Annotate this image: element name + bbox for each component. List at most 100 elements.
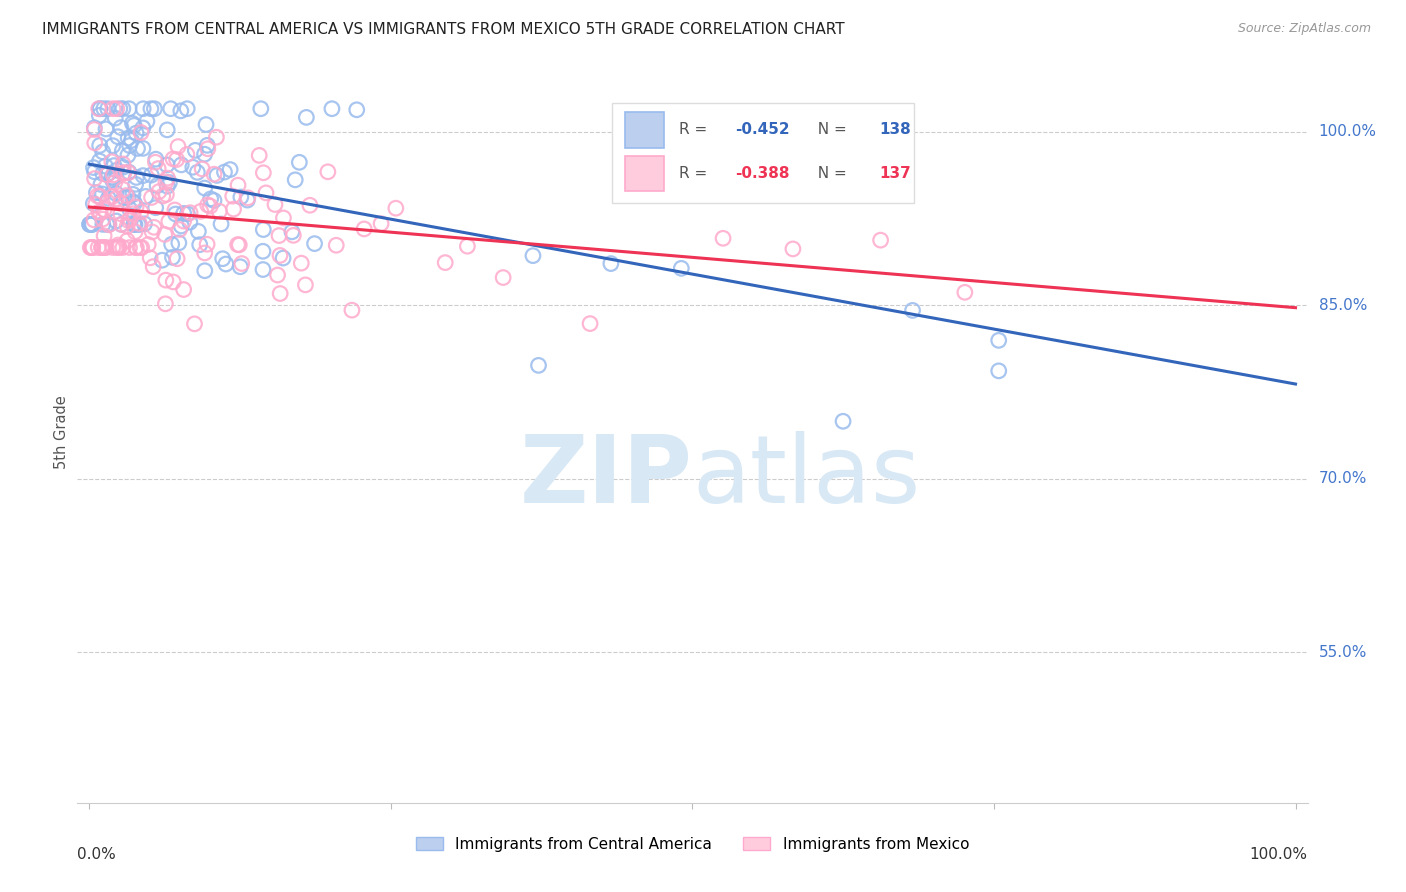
Point [87,205,110,219]
Point [267,228,290,243]
Point [124,218,146,232]
Point [97,218,120,232]
Point [82,218,104,232]
Point [176,102,198,116]
Point [111,157,134,171]
Point [782,242,804,256]
Point [96,194,118,209]
Point [112,190,135,204]
Point [170,103,193,118]
Point [141,168,163,182]
Point [283,228,305,243]
Point [90,178,112,192]
Point [134,217,156,231]
Point [129,204,152,219]
Point [346,103,368,117]
Point [197,198,219,212]
Point [80,218,103,232]
Text: 100.0%: 100.0% [1319,124,1376,139]
Point [170,158,193,172]
Point [93,202,115,217]
Point [160,237,183,252]
Point [91,240,114,254]
Point [136,114,159,128]
Point [128,218,150,232]
Point [156,179,179,194]
Point [166,153,188,167]
Point [273,211,295,225]
Point [105,163,128,178]
Point [219,162,242,177]
Point [226,237,249,252]
Point [236,193,259,207]
Point [79,218,101,232]
Text: 138: 138 [880,122,911,137]
Point [101,173,124,187]
Point [188,237,211,252]
Point [252,166,274,180]
Point [135,189,157,203]
Point [522,249,544,263]
Point [266,268,288,282]
Point [103,168,125,182]
Point [89,138,111,153]
Point [150,253,173,268]
Point [86,186,108,200]
Point [107,240,129,254]
Point [236,191,259,205]
Point [987,334,1010,348]
Point [110,218,132,232]
Point [155,175,177,189]
Point [82,196,104,211]
Point [89,102,111,116]
Point [167,139,190,153]
Point [111,144,134,158]
Point [111,102,134,116]
Point [97,218,120,232]
Point [117,166,139,180]
Point [101,171,124,186]
Point [115,188,138,202]
Legend: Immigrants from Central America, Immigrants from Mexico: Immigrants from Central America, Immigra… [409,830,976,858]
Point [96,240,118,254]
Point [105,240,128,254]
Point [229,260,252,274]
Text: 85.0%: 85.0% [1319,298,1367,313]
Point [83,122,105,136]
Point [89,205,111,219]
Point [117,148,139,162]
Point [148,185,170,199]
Point [79,240,101,254]
Point [127,218,149,232]
Point [599,257,621,271]
FancyBboxPatch shape [624,156,664,191]
Point [104,176,127,190]
Point [87,240,110,254]
Point [122,207,145,221]
Point [304,236,326,251]
Point [157,214,180,228]
Point [269,248,291,262]
Point [91,218,114,232]
Point [132,169,155,183]
Point [124,225,146,239]
Point [101,240,124,254]
Point [215,257,238,271]
Point [195,237,218,252]
Point [91,145,114,159]
Point [132,120,155,135]
Point [117,190,139,204]
Text: R =: R = [679,166,711,181]
Point [194,246,217,260]
Point [105,102,128,116]
Point [141,225,163,239]
Point [200,199,222,213]
Point [163,202,186,217]
Point [124,240,146,254]
Point [288,155,311,169]
Point [193,147,215,161]
Text: Source: ZipAtlas.com: Source: ZipAtlas.com [1237,22,1371,36]
Point [93,102,115,116]
Point [208,204,231,219]
Point [94,159,117,173]
